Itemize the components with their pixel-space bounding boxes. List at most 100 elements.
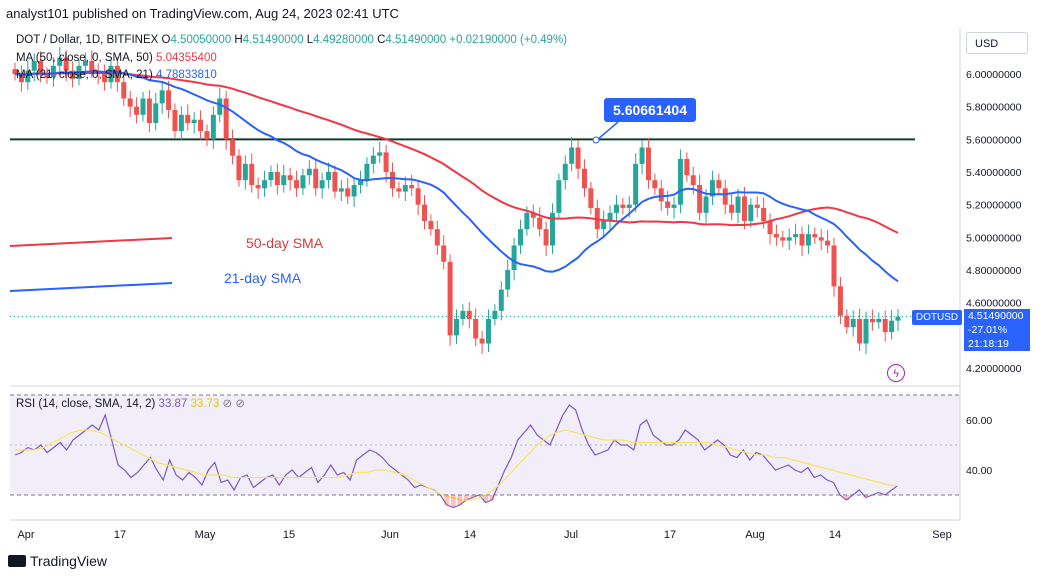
candle-body bbox=[50, 65, 56, 78]
price-tag-countdown: 21:18:19 bbox=[968, 338, 1009, 350]
candle-body bbox=[70, 70, 76, 79]
candle-body bbox=[454, 319, 459, 336]
candle-body bbox=[153, 103, 159, 123]
legend-symbol: DOT / Dollar, 1D, BITFINEX O4.50050000 H… bbox=[16, 34, 567, 46]
candle-body bbox=[876, 319, 882, 323]
candle-body bbox=[818, 237, 824, 241]
candle-body bbox=[479, 338, 485, 344]
candle-body bbox=[882, 319, 888, 333]
legend-rsi: RSI (14, close, SMA, 14, 2) 33.87 33.73 … bbox=[16, 396, 245, 410]
price-tag-price: 4.51490000 bbox=[968, 310, 1024, 322]
legend-high: 4.51490000 bbox=[242, 34, 304, 46]
candle-body bbox=[338, 188, 344, 192]
candle-body bbox=[677, 158, 683, 205]
legend-ma50: MA (50, close, 0, SMA, 50) 5.04355400 bbox=[16, 52, 217, 64]
candle-body bbox=[754, 204, 760, 208]
candle-body bbox=[569, 147, 575, 164]
rsi-tick: 40.00 bbox=[966, 465, 992, 477]
candle-body bbox=[645, 147, 651, 181]
x-tick: 15 bbox=[283, 529, 295, 541]
candle-body bbox=[658, 188, 664, 202]
sma21-label: 21-day SMA bbox=[224, 270, 302, 286]
candle-body bbox=[690, 175, 696, 186]
candle-body bbox=[498, 289, 504, 311]
candle-body bbox=[172, 109, 178, 132]
y-tick: 6.00000000 bbox=[966, 69, 1022, 81]
candle-body bbox=[780, 237, 786, 241]
candle-body bbox=[812, 234, 818, 238]
legend-ma50-value: 5.04355400 bbox=[155, 52, 217, 64]
candle-body bbox=[767, 221, 773, 235]
candle-body bbox=[530, 212, 536, 218]
currency-button[interactable]: USD bbox=[966, 32, 1028, 54]
candle-body bbox=[268, 172, 274, 181]
y-tick: 4.60000000 bbox=[966, 298, 1022, 310]
candle-body bbox=[415, 188, 421, 205]
candle-body bbox=[805, 234, 811, 246]
candle-body bbox=[581, 168, 587, 189]
candle-body bbox=[300, 175, 306, 189]
candle-body bbox=[44, 74, 50, 78]
candle-body bbox=[159, 90, 165, 104]
legend-ma21-label: MA (21, close, 0, SMA, 21) bbox=[16, 69, 153, 81]
legend-symbol-text: DOT / Dollar, 1D, BITFINEX bbox=[16, 34, 159, 46]
candle-body bbox=[633, 163, 639, 205]
rsi-ma-line bbox=[15, 429, 899, 501]
legend-close: 4.51490000 bbox=[385, 34, 447, 46]
x-tick: Sep bbox=[932, 529, 952, 541]
candle-body bbox=[166, 90, 172, 110]
candle-body bbox=[191, 119, 197, 123]
candle-body bbox=[185, 114, 191, 123]
candle-body bbox=[447, 261, 453, 336]
candle-body bbox=[741, 196, 747, 221]
candle-body bbox=[511, 245, 517, 270]
candle-body bbox=[345, 188, 351, 197]
candle-body bbox=[703, 196, 709, 213]
y-tick: 5.80000000 bbox=[966, 102, 1022, 114]
candle-body bbox=[761, 207, 767, 221]
sma50-key-line bbox=[9, 237, 173, 247]
published-header: analyst101 published on TradingView.com,… bbox=[6, 6, 399, 21]
high-callout: 5.60661404 bbox=[604, 98, 696, 122]
y-tick: 5.60000000 bbox=[966, 134, 1022, 146]
sma50-label: 50-day SMA bbox=[246, 235, 324, 251]
candle-body bbox=[428, 221, 434, 230]
candle-body bbox=[466, 310, 472, 319]
candle-body bbox=[249, 163, 255, 186]
candle-body bbox=[242, 163, 248, 181]
legend-low: 4.49280000 bbox=[313, 34, 374, 46]
legend-open-label: O bbox=[161, 34, 171, 46]
candle-body bbox=[684, 158, 690, 176]
sma21-line bbox=[14, 70, 899, 283]
candle-body bbox=[869, 319, 875, 323]
candle-body bbox=[671, 204, 677, 208]
footer: TradingView bbox=[8, 553, 107, 569]
candle-body bbox=[210, 114, 216, 140]
candle-body bbox=[409, 185, 415, 189]
candle-body bbox=[543, 229, 549, 246]
x-tick: May bbox=[195, 529, 216, 541]
candle-body bbox=[422, 204, 428, 221]
candle-body bbox=[140, 98, 146, 115]
candle-body bbox=[786, 237, 792, 241]
alert-icon[interactable]: ϟ bbox=[887, 364, 905, 382]
candle-body bbox=[358, 180, 364, 186]
y-tick: 4.20000000 bbox=[966, 363, 1022, 375]
candle-body bbox=[236, 155, 242, 181]
candle-body bbox=[613, 204, 619, 213]
candle-body bbox=[549, 212, 555, 246]
candle-body bbox=[390, 172, 396, 189]
candle-body bbox=[57, 57, 63, 66]
price-tag: DOTUSD bbox=[912, 310, 962, 325]
callout-anchor bbox=[592, 136, 600, 144]
visibility-icon[interactable]: ⊘ ⊘ bbox=[222, 398, 245, 410]
y-tick: 5.40000000 bbox=[966, 167, 1022, 179]
candle-body bbox=[102, 74, 108, 83]
candle-body bbox=[294, 180, 300, 189]
candle-body bbox=[837, 286, 843, 316]
x-tick: 14 bbox=[829, 529, 841, 541]
candle-body bbox=[230, 139, 236, 156]
candle-body bbox=[524, 212, 530, 230]
candle-body bbox=[652, 180, 658, 189]
